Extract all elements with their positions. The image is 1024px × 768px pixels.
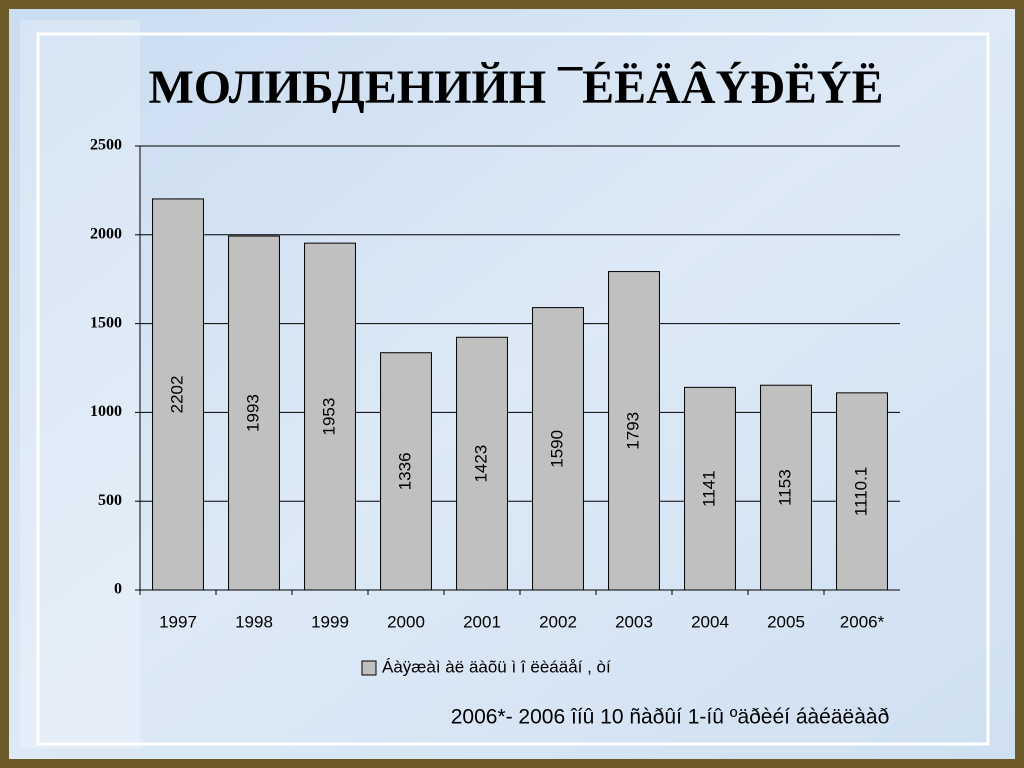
x-tick-label: 2004 (691, 612, 729, 631)
bar (608, 271, 660, 591)
bar (304, 242, 356, 591)
data-label: 1590 (547, 430, 566, 468)
data-label: 1993 (243, 394, 262, 432)
x-tick-label: 1997 (159, 612, 197, 631)
y-tick-label: 2000 (90, 225, 122, 242)
x-tick-label: 1999 (311, 612, 349, 631)
legend-swatch (361, 660, 377, 676)
inner-border (36, 32, 990, 746)
data-label: 1153 (775, 469, 794, 506)
bar (228, 235, 280, 591)
x-tick-label: 1998 (235, 612, 273, 631)
data-label: 1953 (319, 398, 338, 436)
bar (836, 392, 888, 591)
data-label: 1336 (395, 452, 414, 490)
bar (152, 198, 204, 591)
data-label: 1423 (471, 445, 490, 483)
x-tick-label: 2000 (387, 612, 425, 631)
x-tick-label: 2003 (615, 612, 653, 631)
chart-title: МОЛИБДЕНИЙН ¯ÉËÄÂÝÐËÝË (148, 60, 883, 114)
y-tick-label: 1500 (90, 314, 122, 331)
bar (684, 386, 736, 591)
bar (760, 384, 812, 591)
bar (532, 307, 584, 591)
plot: 0 500 1000 1500 2000 2500 1997 1998 1999 2000 2001… (90, 137, 900, 676)
x-tick-label: 2001 (463, 612, 501, 631)
y-tick-label: 500 (98, 492, 122, 509)
x-tick-label: 2006* (840, 612, 885, 631)
data-label: 2202 (167, 376, 186, 414)
x-tick-label: 2002 (539, 612, 577, 631)
y-tick-label: 2500 (90, 137, 122, 154)
data-label: 1793 (623, 412, 642, 450)
column-decoration (20, 20, 140, 748)
legend-label: Áàÿæàì àë äàõü ì î ëèáäåí , òí (382, 657, 611, 676)
bar (380, 352, 432, 591)
x-tick-label: 2005 (767, 612, 805, 631)
y-tick-label: 0 (114, 581, 122, 598)
data-label: 1110.1 (851, 467, 870, 516)
y-tick-label: 1000 (90, 403, 122, 420)
bar (456, 336, 508, 591)
footnote: 2006*- 2006 îíû 10 ñàðûí 1-íû ºäðèéí áàé… (451, 706, 890, 729)
data-label: 1141 (699, 470, 718, 507)
